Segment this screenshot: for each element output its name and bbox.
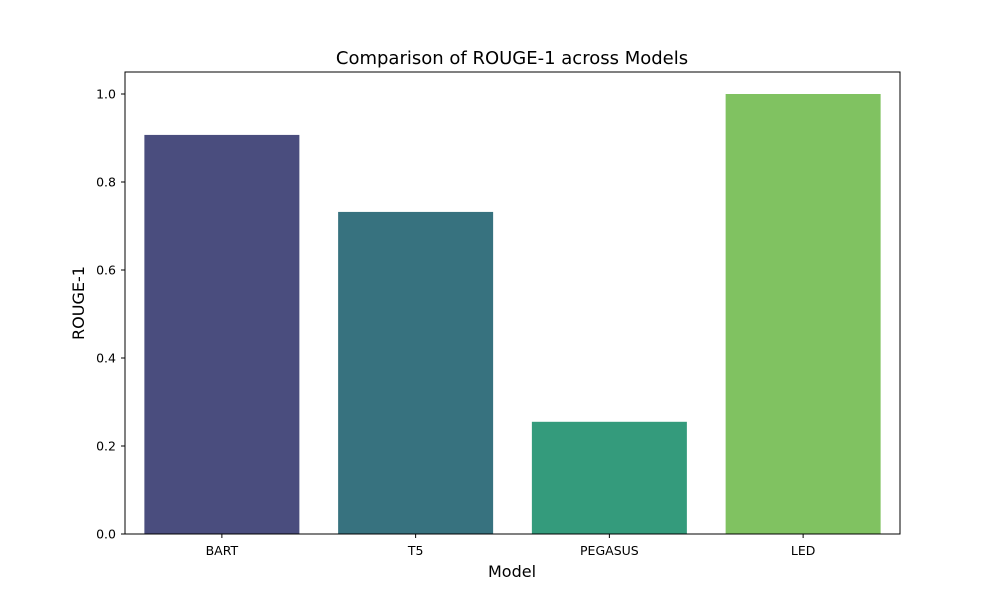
bar-led — [725, 94, 881, 534]
x-axis-label: Model — [488, 562, 536, 581]
x-tick-label: PEGASUS — [580, 543, 639, 558]
y-axis-label: ROUGE-1 — [69, 266, 88, 340]
y-tick-label: 0.0 — [96, 527, 116, 542]
x-tick-label: LED — [791, 543, 816, 558]
chart-title: Comparison of ROUGE-1 across Models — [336, 48, 688, 69]
y-tick-label: 0.8 — [96, 175, 116, 190]
plot-frame — [124, 71, 901, 535]
y-tick-label: 0.6 — [96, 263, 116, 278]
x-axis-ticks: BART T5 PEGASUS LED — [206, 534, 816, 558]
bars-layer — [144, 94, 881, 535]
y-tick-label: 1.0 — [96, 87, 116, 102]
y-axis-ticks: 0.0 0.2 0.4 0.6 0.8 1.0 — [96, 87, 125, 542]
bar-bart — [144, 134, 300, 535]
bar-t5 — [338, 211, 494, 535]
x-tick-label: T5 — [407, 543, 424, 558]
bar-pegasus — [531, 421, 687, 534]
y-tick-label: 0.2 — [96, 439, 116, 454]
y-tick-label: 0.4 — [96, 351, 116, 366]
x-tick-label: BART — [206, 543, 239, 558]
